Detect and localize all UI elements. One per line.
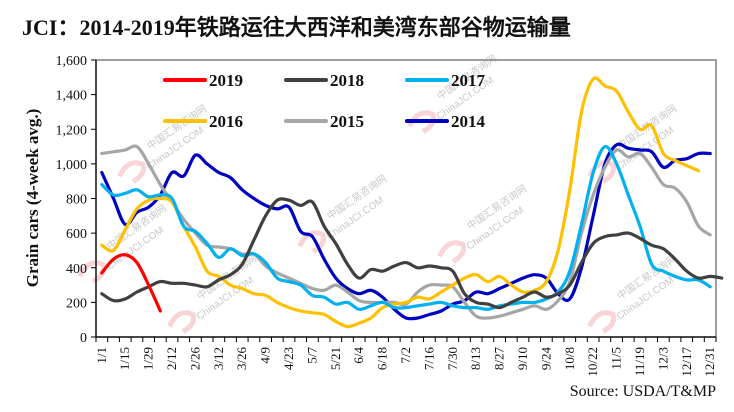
- series-line-2015: [100, 144, 712, 320]
- legend-label: 2014: [451, 112, 486, 131]
- watermark-logo: [77, 260, 106, 284]
- series-line-2019: [100, 253, 162, 313]
- x-tick-label: 9/10: [515, 347, 530, 370]
- x-tick-label: 10/8: [562, 347, 577, 370]
- x-tick-label: 11/5: [609, 347, 624, 370]
- legend-label: 2017: [451, 71, 486, 90]
- x-tick-label: 12/17: [679, 347, 694, 377]
- x-tick-label: 5/21: [328, 347, 343, 370]
- y-tick-label: 400: [66, 262, 87, 277]
- legend-item-2015: 2015: [284, 112, 364, 131]
- x-tick-label: 11/19: [632, 347, 647, 376]
- legend-label: 2015: [330, 112, 364, 131]
- y-axis-title: Grain cars (4-week avg.): [23, 109, 42, 287]
- legend-item-2014: 2014: [405, 112, 486, 131]
- x-tick-label: 3/26: [234, 347, 249, 371]
- x-tick-label: 1/29: [141, 347, 156, 370]
- x-tick-label: 9/24: [538, 347, 553, 371]
- x-tick-label: 8/13: [468, 347, 483, 370]
- legend-item-2019: 2019: [163, 71, 243, 90]
- x-tick-label: 12/3: [655, 347, 670, 370]
- x-tick-label: 10/22: [585, 347, 600, 377]
- legend-label: 2016: [209, 112, 243, 131]
- y-tick-label: 1,600: [56, 54, 88, 69]
- y-tick-label: 800: [66, 193, 87, 208]
- x-tick-label: 3/12: [211, 347, 226, 370]
- x-tick-label: 7/2: [398, 347, 413, 364]
- legend-label: 2018: [330, 71, 364, 90]
- legend-item-2016: 2016: [163, 112, 243, 131]
- source-note: Source: USDA/T&MP: [570, 383, 716, 400]
- y-tick-label: 600: [66, 227, 87, 242]
- x-tick-label: 2/12: [164, 347, 179, 370]
- series-line-2014: [100, 142, 712, 321]
- x-tick-label: 2/26: [187, 347, 202, 371]
- y-tick-label: 1,200: [56, 123, 88, 138]
- watermark-logo: [167, 310, 196, 334]
- series-line-2016: [100, 76, 701, 329]
- y-tick-label: 0: [80, 331, 87, 346]
- x-tick-label: 12/31: [702, 347, 717, 377]
- legend-item-2017: 2017: [405, 71, 486, 90]
- legend-label: 2019: [209, 71, 243, 90]
- series-layer: [100, 76, 724, 329]
- x-tick-label: 7/30: [445, 347, 460, 370]
- x-tick-label: 5/7: [304, 347, 319, 364]
- x-tick-label: 6/18: [375, 347, 390, 370]
- series-line-2017: [100, 144, 712, 311]
- x-tick-label: 4/9: [258, 347, 273, 364]
- legend: 2019 2018 2017 2016 2015 2014: [163, 71, 486, 131]
- watermark-logo: [407, 110, 436, 134]
- legend-item-2018: 2018: [284, 71, 364, 90]
- y-tick-label: 200: [66, 296, 87, 311]
- y-tick-label: 1,400: [56, 89, 88, 104]
- watermark-logo: [587, 310, 616, 334]
- x-tick-label: 1/1: [94, 347, 109, 364]
- x-tick-label: 6/4: [351, 347, 366, 364]
- watermark-logo: [117, 160, 146, 184]
- y-tick-label: 1,000: [56, 158, 88, 173]
- x-tick-label: 1/15: [117, 347, 132, 370]
- watermark-logo: [437, 240, 466, 264]
- x-tick-label: 4/23: [281, 347, 296, 370]
- y-axis-ticks: 0 200 400 600 800 1,000 1,200 1,400 1,600: [56, 54, 96, 346]
- x-axis-ticks: 1/1 1/15 1/29 2/12 2/26 3/12 3/26 4/9 4/23 5/7 5/2…: [94, 337, 717, 377]
- x-tick-label: 8/27: [492, 347, 507, 371]
- x-tick-label: 7/16: [421, 347, 436, 371]
- chart-title: JCI：2014-2019年铁路运往大西洋和美湾东部谷物运输量: [22, 15, 571, 40]
- series-line-2018: [100, 197, 724, 310]
